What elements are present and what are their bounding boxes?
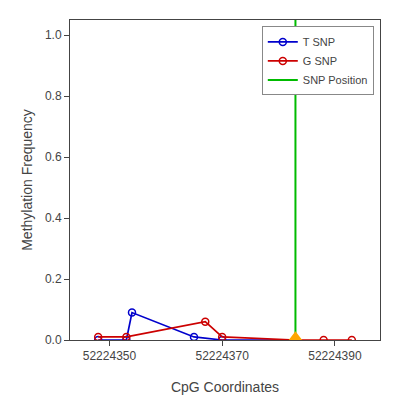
- svg-text:0.8: 0.8: [45, 89, 62, 103]
- svg-text:1.0: 1.0: [45, 28, 62, 42]
- svg-text:CpG Coordinates: CpG Coordinates: [171, 379, 279, 395]
- svg-text:52224370: 52224370: [195, 349, 249, 363]
- svg-text:SNP Position: SNP Position: [303, 74, 368, 86]
- svg-text:T SNP: T SNP: [303, 36, 335, 48]
- svg-text:0.6: 0.6: [45, 150, 62, 164]
- svg-text:G SNP: G SNP: [303, 55, 337, 67]
- svg-text:0.4: 0.4: [45, 211, 62, 225]
- svg-text:Methylation Frequency: Methylation Frequency: [19, 109, 35, 251]
- svg-text:0.0: 0.0: [45, 333, 62, 347]
- svg-text:52224390: 52224390: [308, 349, 362, 363]
- svg-text:0.2: 0.2: [45, 272, 62, 286]
- svg-text:52224350: 52224350: [83, 349, 137, 363]
